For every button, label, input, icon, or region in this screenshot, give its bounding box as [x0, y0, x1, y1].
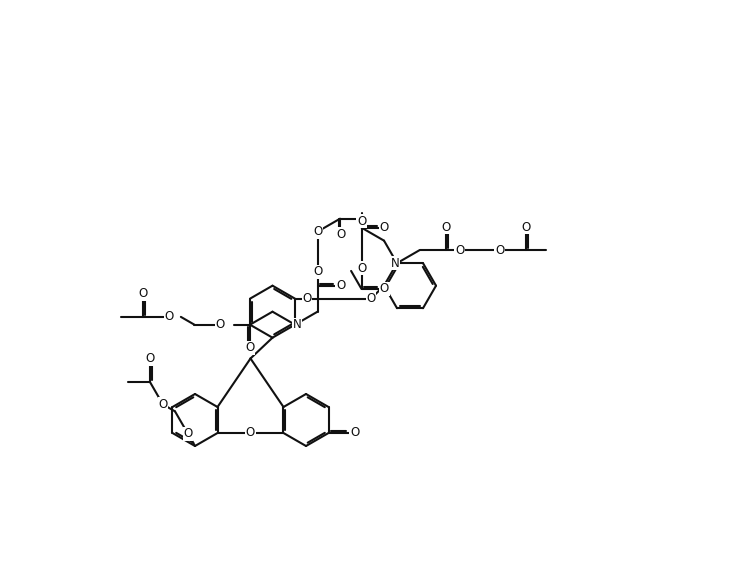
Text: O: O	[350, 427, 359, 439]
Text: O: O	[184, 427, 192, 440]
Text: O: O	[380, 221, 389, 234]
Text: O: O	[380, 283, 389, 295]
Text: O: O	[138, 287, 148, 301]
Text: O: O	[495, 244, 504, 257]
Text: N: N	[293, 318, 302, 331]
Text: O: O	[145, 353, 154, 365]
Text: O: O	[455, 244, 464, 257]
Text: O: O	[357, 215, 366, 228]
Text: O: O	[441, 221, 450, 234]
Text: O: O	[245, 341, 255, 354]
Text: O: O	[366, 292, 376, 305]
Text: O: O	[164, 310, 173, 323]
Text: O: O	[302, 292, 312, 305]
Text: O: O	[313, 225, 322, 238]
Text: O: O	[159, 398, 167, 411]
Text: N: N	[390, 257, 399, 270]
Text: O: O	[246, 427, 255, 439]
Text: O: O	[357, 262, 366, 275]
Text: O: O	[216, 318, 225, 331]
Text: O: O	[336, 228, 346, 241]
Text: O: O	[521, 221, 530, 234]
Text: O: O	[336, 279, 345, 292]
Text: O: O	[313, 265, 322, 278]
